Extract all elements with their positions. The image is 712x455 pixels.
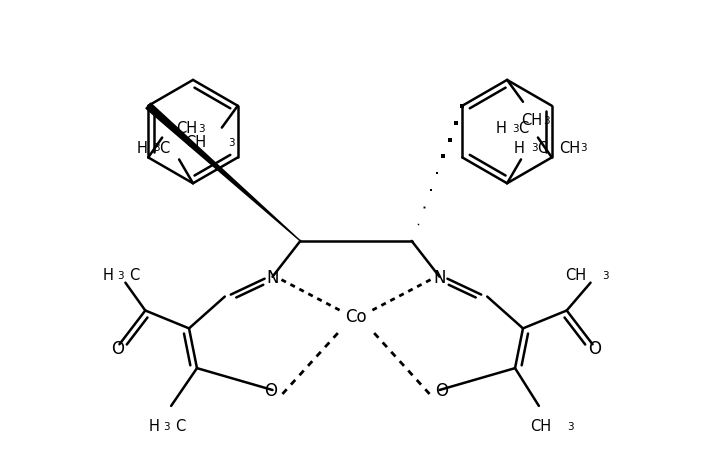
Text: CH: CH bbox=[185, 135, 206, 150]
Text: O: O bbox=[264, 381, 277, 399]
Text: 3: 3 bbox=[198, 123, 204, 133]
Text: 3: 3 bbox=[602, 270, 609, 280]
Text: 3: 3 bbox=[153, 143, 160, 153]
Text: 3: 3 bbox=[543, 116, 550, 126]
Text: CH: CH bbox=[565, 268, 587, 283]
Text: O: O bbox=[111, 339, 124, 358]
Text: 3: 3 bbox=[163, 421, 169, 431]
Text: C: C bbox=[537, 141, 547, 156]
Text: 3: 3 bbox=[567, 421, 573, 431]
Text: H: H bbox=[496, 121, 506, 136]
Text: C: C bbox=[175, 418, 185, 433]
Text: O: O bbox=[588, 339, 601, 358]
Text: 3: 3 bbox=[117, 270, 124, 280]
Text: CH: CH bbox=[521, 113, 542, 128]
Text: 3: 3 bbox=[580, 143, 587, 153]
Text: N: N bbox=[266, 268, 279, 286]
Text: H: H bbox=[137, 141, 147, 156]
Text: C: C bbox=[518, 121, 528, 136]
Text: Co: Co bbox=[345, 308, 367, 326]
Text: H: H bbox=[514, 141, 525, 156]
Text: C: C bbox=[159, 141, 169, 156]
Text: O: O bbox=[435, 381, 448, 399]
Text: CH: CH bbox=[559, 141, 580, 156]
Text: N: N bbox=[433, 268, 446, 286]
Text: 3: 3 bbox=[531, 143, 538, 153]
Text: C: C bbox=[130, 268, 140, 283]
Text: 3: 3 bbox=[512, 123, 519, 133]
Text: CH: CH bbox=[530, 418, 551, 433]
Text: H: H bbox=[103, 268, 113, 283]
Text: H: H bbox=[148, 418, 159, 433]
Text: 3: 3 bbox=[228, 137, 234, 147]
Text: CH: CH bbox=[176, 121, 197, 136]
Polygon shape bbox=[146, 104, 300, 242]
